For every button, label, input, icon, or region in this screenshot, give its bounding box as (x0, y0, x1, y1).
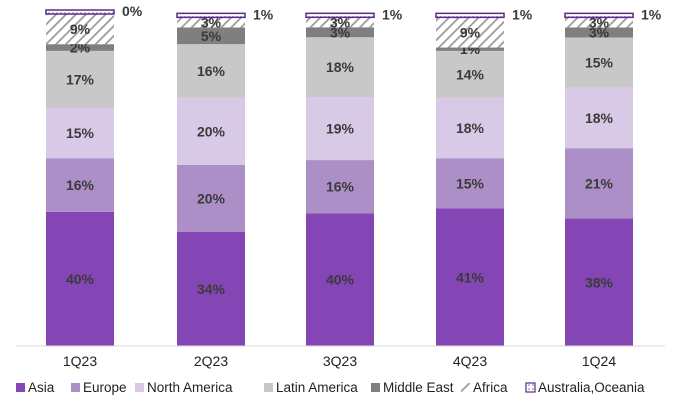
legend-label-africa: Africa (473, 380, 508, 395)
legend-swatch-north-america (135, 383, 144, 392)
data-label-latin-america-3q23: 18% (326, 59, 355, 75)
data-label-north-america-1q24: 18% (585, 110, 614, 126)
data-label-africa-4q23: 9% (460, 24, 481, 40)
data-label-europe-2q23: 20% (197, 190, 226, 206)
bar-segment-africa-1q24 (565, 17, 633, 28)
bar-segment-africa-1q23 (46, 14, 114, 45)
data-label-north-america-2q23: 20% (197, 123, 226, 139)
bar-segment-middle-east-3q23 (306, 27, 374, 38)
x-tick-label-2q23: 2Q23 (194, 353, 228, 369)
bar-segment-north-america-3q23 (306, 97, 374, 161)
bar-segment-europe-2q23 (177, 164, 245, 232)
data-label-asia-4q23: 41% (456, 269, 485, 285)
data-label-north-america-3q23: 19% (326, 121, 355, 137)
data-label-middle-east-3q23: 3% (330, 24, 351, 40)
plot-area: 40%16%15%17%2%9%0%34%20%20%16%5%3%1%40%1… (45, 3, 662, 346)
data-label-asia-1q23: 40% (66, 271, 95, 287)
data-label-africa-3q23: 3% (330, 14, 351, 30)
bar-segment-asia-1q23 (46, 211, 114, 346)
legend-label-north-america: North America (147, 380, 233, 395)
bar-segment-middle-east-1q24 (565, 27, 633, 38)
data-label-asia-3q23: 40% (326, 272, 355, 288)
bar-segment-asia-1q24 (565, 218, 633, 346)
data-label-middle-east-2q23: 5% (201, 28, 222, 44)
x-tick-label-1q24: 1Q24 (582, 353, 616, 369)
bar-segment-asia-3q23 (306, 213, 374, 346)
legend-label-europe: Europe (83, 380, 127, 395)
data-label-europe-3q23: 16% (326, 179, 355, 195)
bar-segment-latin-america-2q23 (177, 44, 245, 98)
data-label-latin-america-1q24: 15% (585, 55, 614, 71)
data-label-north-america-1q23: 15% (66, 125, 95, 141)
bar-segment-australia-oceania-1q24 (564, 12, 634, 19)
bar-segment-latin-america-1q24 (565, 37, 633, 88)
data-label-middle-east-1q24: 3% (589, 24, 610, 40)
legend-swatch-latin-america (264, 383, 273, 392)
legend-swatch-australia-oceania (525, 382, 536, 393)
legend-label-asia: Asia (28, 380, 55, 395)
bar-segment-europe-3q23 (306, 160, 374, 214)
data-label-africa-1q24: 3% (589, 14, 610, 30)
data-label-australia-oceania-4q23: 1% (512, 6, 533, 22)
legend-swatch-asia (16, 383, 25, 392)
data-label-north-america-4q23: 18% (456, 120, 485, 136)
data-label-latin-america-4q23: 14% (456, 66, 485, 82)
data-label-latin-america-2q23: 16% (197, 63, 226, 79)
bar-segment-middle-east-1q23 (46, 44, 114, 51)
data-label-australia-oceania-1q23: 0% (122, 3, 143, 19)
bar-segment-latin-america-1q23 (46, 50, 114, 108)
data-label-asia-2q23: 34% (197, 281, 226, 297)
bar-segment-australia-oceania-2q23 (176, 12, 246, 19)
bar-segment-australia-oceania-4q23 (435, 12, 505, 19)
data-label-europe-1q24: 21% (585, 175, 614, 191)
legend-label-australia-oceania: Australia,Oceania (538, 380, 645, 395)
bar-segment-asia-2q23 (177, 231, 245, 346)
bar-segment-north-america-4q23 (436, 97, 504, 159)
bar-segment-africa-3q23 (306, 17, 374, 28)
data-label-latin-america-1q23: 17% (66, 71, 95, 87)
legend-swatch-europe (71, 383, 80, 392)
bar-segment-middle-east-2q23 (177, 27, 245, 45)
legend-label-middle-east: Middle East (383, 380, 454, 395)
bar-segment-north-america-1q23 (46, 107, 114, 159)
legend-swatch-africa (461, 383, 470, 392)
x-tick-label-1q23: 1Q23 (63, 353, 97, 369)
x-tick-label-4q23: 4Q23 (453, 353, 487, 369)
data-label-europe-4q23: 15% (456, 175, 485, 191)
bar-segment-australia-oceania-3q23 (305, 12, 375, 19)
bar-segment-latin-america-4q23 (436, 50, 504, 98)
bar-segment-north-america-2q23 (177, 97, 245, 165)
data-label-australia-oceania-3q23: 1% (382, 6, 403, 22)
bar-segment-asia-4q23 (436, 208, 504, 346)
data-label-australia-oceania-2q23: 1% (253, 6, 274, 22)
x-axis-tick-labels: 1Q23 2Q23 3Q23 4Q23 1Q24 (63, 353, 616, 369)
legend-swatch-middle-east (371, 383, 380, 392)
bar-segment-north-america-1q24 (565, 87, 633, 149)
bar-segment-latin-america-3q23 (306, 37, 374, 97)
bar-segment-africa-2q23 (177, 17, 245, 28)
legend: Asia Europe North America Latin America Midd… (16, 380, 645, 395)
bar-segment-australia-oceania-1q23 (45, 9, 115, 15)
bar-segment-europe-1q23 (46, 158, 114, 212)
data-label-asia-1q24: 38% (585, 274, 614, 290)
bar-segment-middle-east-4q23 (436, 47, 504, 51)
bar-segment-africa-4q23 (436, 17, 504, 48)
data-label-australia-oceania-1q24: 1% (641, 6, 662, 22)
x-tick-label-3q23: 3Q23 (323, 353, 357, 369)
bar-segment-europe-1q24 (565, 148, 633, 219)
bar-segment-europe-4q23 (436, 158, 504, 209)
data-label-africa-2q23: 3% (201, 14, 222, 30)
data-label-africa-1q23: 9% (70, 21, 91, 37)
data-label-europe-1q23: 16% (66, 177, 95, 193)
legend-label-latin-america: Latin America (276, 380, 358, 395)
